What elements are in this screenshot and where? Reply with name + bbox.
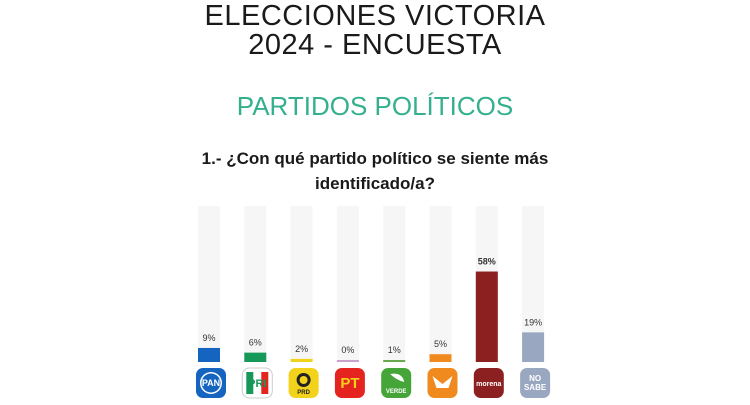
- logo-label-no-sabe-2: SABE: [524, 383, 547, 392]
- logo-label-prd: PRD: [297, 390, 310, 396]
- logo-label-pri: PRI: [248, 378, 266, 390]
- bar-mc: [429, 354, 452, 362]
- title-line-1: ELECCIONES VICTORIA: [204, 0, 546, 32]
- logo-label-no-sabe-1: NO: [529, 374, 541, 383]
- bar-track-pan: [198, 206, 220, 362]
- logo-label-pan: PAN: [202, 378, 220, 388]
- bar-value-label-morena: 58%: [478, 257, 496, 267]
- page-title: ELECCIONES VICTORIA 2024 - ENCUESTA: [0, 2, 750, 60]
- pt-logo-icon: PT: [334, 368, 365, 398]
- bar-value-label-verde: 1%: [388, 345, 401, 355]
- bar-track-verde: [383, 206, 406, 362]
- verde-logo-icon: VERDE: [381, 368, 412, 398]
- bar-track-no-sabe: [522, 206, 545, 362]
- title-line-2: 2024 - ENCUESTA: [248, 29, 502, 61]
- bar-morena: [475, 271, 498, 362]
- prd-logo-icon: PRD: [288, 368, 319, 398]
- bar-track-mc: [429, 206, 452, 362]
- question-line-1: 1.- ¿Con qué partido político se siente …: [201, 149, 549, 168]
- bar-value-label-pan: 9%: [202, 333, 215, 343]
- bar-value-label-pt: 0%: [341, 345, 354, 355]
- section-subtitle: PARTIDOS POLÍTICOS: [236, 91, 514, 121]
- question-line-2: identificado/a?: [315, 174, 435, 193]
- mc-logo-icon: [427, 368, 458, 398]
- pan-logo-icon: PAN: [196, 368, 226, 398]
- bar-value-label-mc: 5%: [434, 339, 447, 349]
- pri-logo-icon: PRI: [241, 367, 273, 399]
- bar-value-label-pri: 6%: [249, 338, 262, 348]
- bar-pan: [198, 347, 220, 362]
- bar-value-label-prd: 2%: [295, 344, 308, 354]
- bar-pt: [336, 360, 359, 362]
- bar-track-pt: [336, 206, 359, 362]
- bar-prd: [290, 358, 313, 362]
- bar-track-prd: [290, 206, 313, 362]
- bar-no-sabe: [522, 332, 545, 362]
- logo-label-morena: morena: [476, 381, 501, 388]
- bar-track-pri: [244, 206, 267, 362]
- bar-value-label-no-sabe: 19%: [524, 317, 542, 327]
- bar-pri: [244, 352, 267, 362]
- logo-label-pt: PT: [340, 375, 359, 392]
- survey-question: 1.- ¿Con qué partido político se siente …: [0, 146, 750, 196]
- logo-label-verde: VERDE: [386, 389, 407, 395]
- bar-verde: [383, 360, 406, 362]
- morena-logo-icon: morena: [473, 368, 504, 398]
